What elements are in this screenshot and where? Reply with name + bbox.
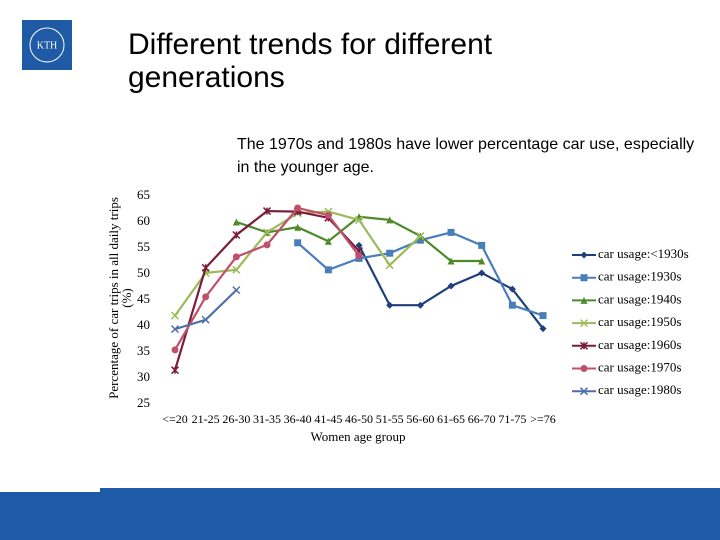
marker [232, 218, 240, 226]
marker [232, 286, 241, 295]
y-tick-label: 30 [137, 369, 150, 384]
marker [508, 301, 516, 309]
marker [416, 301, 424, 309]
marker [294, 239, 302, 247]
marker [354, 215, 364, 224]
x-tick-label: 41-45 [314, 412, 342, 426]
y-tick-label: 25 [137, 395, 150, 410]
marker [232, 265, 241, 274]
marker [262, 228, 272, 237]
legend-label: car usage:1940s [598, 291, 681, 306]
footer-corner [0, 472, 100, 492]
slide-subtitle: The 1970s and 1980s have lower percentag… [237, 136, 695, 176]
marker [386, 249, 394, 257]
marker [385, 261, 394, 270]
marker [508, 285, 516, 293]
y-tick-label: 45 [137, 291, 150, 306]
slide-title: Different trends for different generatio… [128, 28, 493, 94]
marker [539, 312, 547, 320]
marker [416, 236, 424, 244]
legend-label: car usage:1970s [598, 359, 681, 374]
x-tick-label: <=20 [162, 412, 188, 426]
marker [580, 296, 588, 304]
marker [539, 325, 547, 333]
marker [355, 241, 363, 249]
x-tick-label: 56-60 [406, 412, 434, 426]
marker [580, 274, 588, 282]
marker [170, 366, 180, 375]
x-tick-label: 36-40 [284, 412, 312, 426]
x-tick-label: 31-35 [253, 412, 281, 426]
marker [232, 253, 240, 261]
marker [355, 252, 363, 260]
marker [579, 387, 589, 396]
x-axis-title: Women age group [311, 429, 406, 444]
marker [579, 319, 589, 328]
marker [478, 241, 486, 249]
footer-notch [100, 472, 720, 488]
marker [171, 346, 179, 354]
marker [294, 204, 302, 212]
marker [478, 257, 486, 265]
legend-label: car usage:<1930s [598, 246, 689, 261]
marker [386, 301, 394, 309]
marker [447, 257, 455, 265]
x-tick-label: 26-30 [222, 412, 250, 426]
logo-ring [29, 27, 65, 63]
y-tick-label: 60 [137, 213, 150, 228]
marker [201, 263, 210, 272]
footer-band [0, 488, 720, 540]
marker [580, 365, 588, 372]
x-tick-label: 66-70 [468, 412, 496, 426]
y-tick-label: 40 [137, 317, 150, 332]
marker [170, 325, 180, 334]
y-tick-label: 65 [137, 187, 150, 202]
marker [580, 251, 588, 259]
x-tick-label: 61-65 [437, 412, 465, 426]
legend-label: car usage:1960s [598, 337, 681, 352]
logo-text: KTH [37, 40, 58, 51]
y-tick-label: 55 [137, 239, 150, 254]
marker [170, 311, 180, 320]
marker [324, 237, 332, 245]
marker [324, 266, 332, 274]
marker [202, 293, 210, 301]
x-tick-label: 51-55 [376, 412, 404, 426]
marker [263, 241, 271, 249]
legend-label: car usage:1980s [598, 382, 681, 397]
x-tick-label: 71-75 [498, 412, 526, 426]
legend-label: car usage:1950s [598, 314, 681, 329]
marker [324, 211, 332, 219]
x-tick-label: 46-50 [345, 412, 373, 426]
x-tick-label: 21-25 [192, 412, 220, 426]
y-tick-label: 35 [137, 343, 150, 358]
y-tick-label: 50 [137, 265, 150, 280]
legend-label: car usage:1930s [598, 269, 681, 284]
marker [201, 315, 210, 324]
marker [579, 341, 589, 350]
marker [478, 269, 486, 277]
marker [262, 207, 272, 216]
y-axis-title: Percentage of car trips in all daily tri… [106, 197, 134, 399]
footer-left [0, 492, 100, 540]
marker [294, 223, 302, 231]
marker [416, 232, 425, 241]
x-tick-label: >=76 [530, 412, 556, 426]
marker [447, 282, 455, 290]
marker [232, 230, 241, 240]
marker [447, 228, 455, 236]
marker [386, 216, 394, 224]
